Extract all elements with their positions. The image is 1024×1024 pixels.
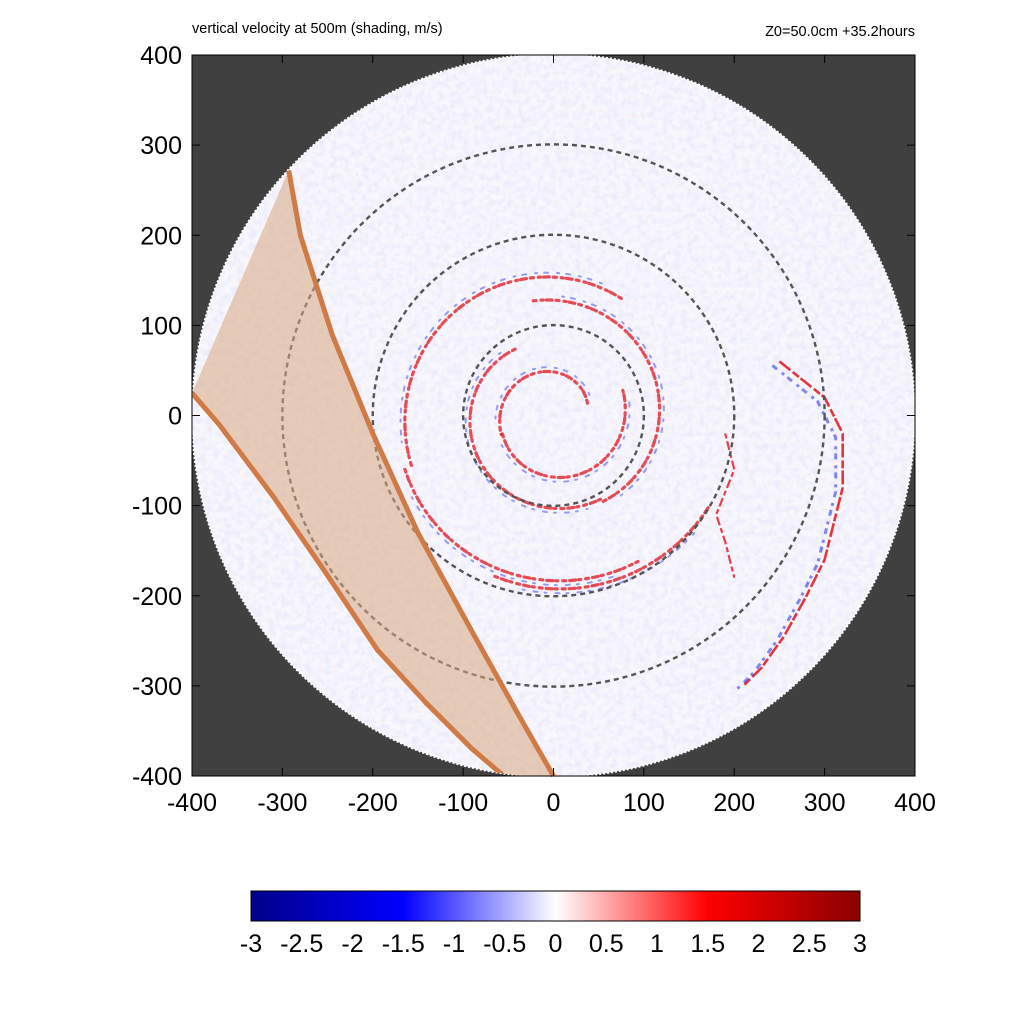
colorbar [250, 890, 861, 922]
x-axis: -400 -300 -200 -100 0 100 200 300 400 [167, 55, 936, 817]
colorbar-tick-label: -3 [240, 930, 262, 958]
rainband-positive [403, 275, 623, 469]
outer-rainband-positive [742, 360, 845, 687]
x-tick-label: 400 [894, 789, 936, 817]
run-info: Z0=50.0cm +35.2hours [765, 24, 915, 40]
rainband-negative [521, 532, 696, 595]
band-fill [192, 170, 554, 776]
y-tick-label: 0 [168, 403, 182, 431]
colorbar-tick-label: -1.5 [382, 930, 425, 958]
outer-rainband-negative [735, 364, 838, 691]
x-tick-label: 0 [547, 789, 561, 817]
x-tick-label: 100 [623, 789, 665, 817]
colorbar-ticks: -3 -2.5 -2 -1.5 -1 -0.5 0 0.5 1 1.5 2 2.5 3 [240, 930, 867, 958]
rainband-positive [498, 369, 590, 437]
colorbar-tick-label: -0.5 [483, 930, 526, 958]
y-tick-label: -400 [132, 763, 182, 791]
colorbar-tick-label: -1 [443, 930, 465, 958]
x-tick-label: -200 [348, 789, 398, 817]
colorbar-tick-label: 2.5 [792, 930, 827, 958]
rainband-negative [552, 294, 665, 497]
rainband-positive [403, 467, 640, 583]
y-tick-label: -100 [132, 493, 182, 521]
rainband-negative [500, 401, 631, 483]
colorbar-tick-label: 3 [853, 930, 867, 958]
band-edge [192, 391, 506, 777]
y-tick-label: -300 [132, 673, 182, 701]
highlighted-band [192, 169, 556, 777]
chart-title: vertical velocity at 500m (shading, m/s) [192, 21, 443, 37]
model-domain [192, 54, 915, 777]
y-tick-label: 300 [140, 132, 182, 160]
reference-circle [371, 233, 736, 598]
colorbar-tick-label: 1 [650, 930, 664, 958]
reference-circle [281, 143, 826, 688]
inner-rainband [715, 433, 736, 578]
reference-circle [461, 323, 646, 508]
band-edge [286, 169, 556, 777]
x-tick-label: -300 [257, 789, 307, 817]
x-tick-label: 200 [713, 789, 755, 817]
rainband-negative [399, 271, 603, 444]
colorbar-tick-label: 1.5 [690, 930, 725, 958]
x-tick-label: -400 [167, 789, 217, 817]
y-axis: 400 300 200 100 0 -100 -200 -300 -400 [132, 42, 915, 791]
y-tick-label: 100 [140, 312, 182, 340]
colorbar-tick-label: -2 [341, 930, 363, 958]
y-tick-label: 400 [140, 42, 182, 70]
colorbar-tick-label: -2.5 [280, 930, 323, 958]
rainband-positive [531, 298, 662, 503]
y-tick-label: -200 [132, 583, 182, 611]
rainband-positive [493, 503, 712, 591]
colorbar-tick-label: 0 [549, 930, 563, 958]
rainband-positive [468, 347, 604, 511]
colorbar-tick-label: 0.5 [589, 930, 624, 958]
y-tick-label: 200 [140, 222, 182, 250]
x-tick-label: -100 [438, 789, 488, 817]
rainband-positive [500, 388, 627, 480]
x-tick-label: 300 [804, 789, 846, 817]
colorbar-tick-label: 2 [752, 930, 766, 958]
